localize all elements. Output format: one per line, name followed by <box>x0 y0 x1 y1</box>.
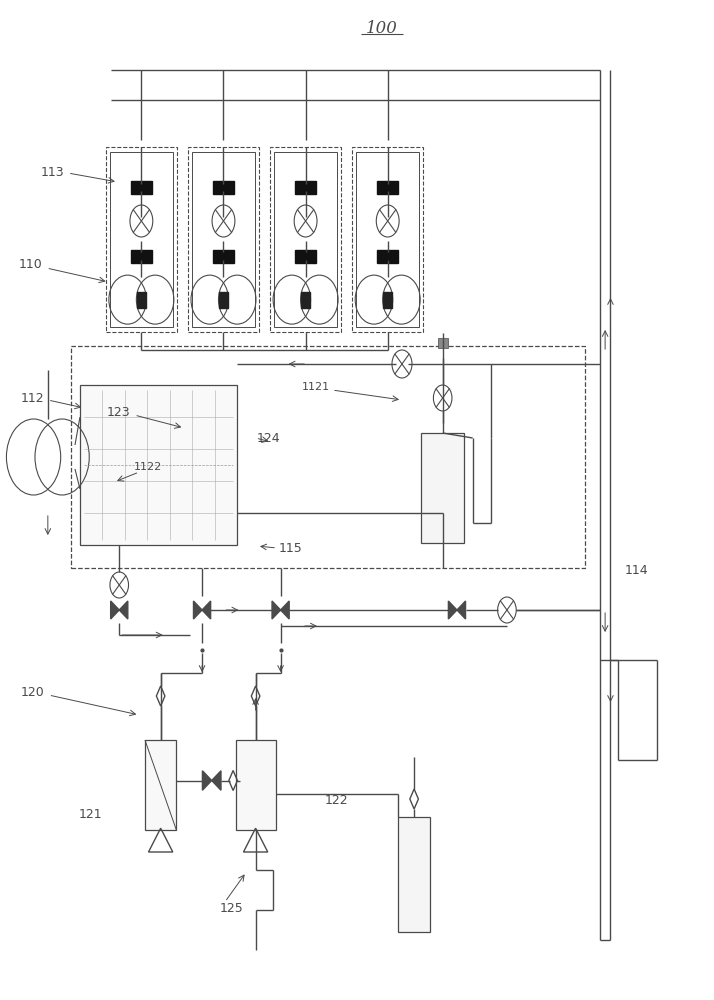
Bar <box>188 147 259 332</box>
Polygon shape <box>272 601 281 619</box>
Bar <box>377 250 398 263</box>
Bar <box>80 385 237 545</box>
Bar <box>131 250 152 263</box>
Polygon shape <box>281 601 289 619</box>
Bar <box>398 817 430 932</box>
Text: 113: 113 <box>41 166 64 180</box>
Polygon shape <box>448 601 457 619</box>
Text: 124: 124 <box>257 432 281 444</box>
Bar <box>421 433 464 543</box>
Bar <box>106 147 177 332</box>
Text: 120: 120 <box>21 686 44 698</box>
Polygon shape <box>202 601 211 619</box>
Bar <box>71 346 585 568</box>
Polygon shape <box>119 601 128 619</box>
Bar <box>270 147 341 332</box>
Polygon shape <box>193 601 202 619</box>
Bar <box>295 250 316 263</box>
Bar <box>301 292 310 308</box>
Polygon shape <box>211 771 221 790</box>
Bar <box>219 292 228 308</box>
Bar <box>236 740 276 830</box>
Bar <box>213 181 234 194</box>
Bar <box>137 292 146 308</box>
Text: 125: 125 <box>219 902 243 914</box>
Bar <box>131 181 152 194</box>
Bar <box>438 338 448 348</box>
Polygon shape <box>203 771 211 790</box>
Text: 112: 112 <box>21 391 44 404</box>
Bar <box>356 152 419 327</box>
Text: 123: 123 <box>106 406 130 418</box>
Text: 1121: 1121 <box>302 382 330 392</box>
Text: 110: 110 <box>19 258 43 271</box>
Polygon shape <box>111 601 119 619</box>
Bar <box>110 152 173 327</box>
Bar <box>192 152 255 327</box>
Bar <box>274 152 337 327</box>
Bar <box>213 250 234 263</box>
Text: 114: 114 <box>625 564 648 576</box>
Text: 122: 122 <box>325 794 348 806</box>
Text: 100: 100 <box>366 20 398 37</box>
Bar <box>352 147 423 332</box>
Bar <box>145 740 176 830</box>
Bar <box>295 181 316 194</box>
Bar <box>383 292 392 308</box>
Polygon shape <box>457 601 466 619</box>
Bar <box>377 181 398 194</box>
Text: 121: 121 <box>79 808 102 822</box>
Text: 1122: 1122 <box>134 462 163 472</box>
Text: 115: 115 <box>278 542 302 554</box>
